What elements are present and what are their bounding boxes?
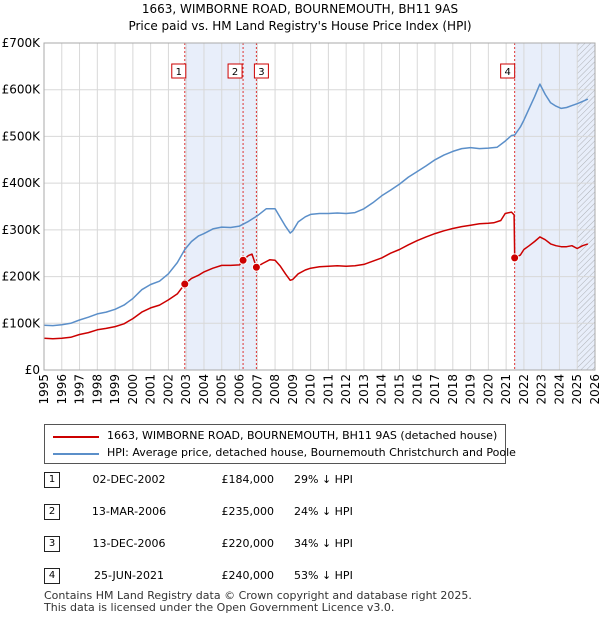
table-row: 4 25-JUN-2021 £240,000 53% ↓ HPI [44,568,464,588]
legend-label-property: 1663, WIMBORNE ROAD, BOURNEMOUTH, BH11 9… [107,429,498,442]
sale-point [238,255,248,265]
x-tick-label: 2005 [215,374,229,405]
transaction-date: 25-JUN-2021 [93,569,165,582]
transaction-number-badge: 1 [44,472,60,488]
price-chart: 1663, WIMBORNE ROAD, BOURNEMOUTH, BH11 9… [2,2,600,405]
x-tick-label: 2011 [321,374,335,405]
x-tick-label: 2026 [588,374,600,405]
legend-label-hpi: HPI: Average price, detached house, Bour… [107,446,516,459]
transaction-number-label: 1 [176,67,182,78]
x-tick-label: 2004 [197,374,211,405]
x-tick-label: 1996 [55,374,69,405]
transaction-date: 13-MAR-2006 [91,505,167,518]
x-tick-label: 1998 [90,374,104,405]
transaction-date: 02-DEC-2002 [92,473,166,486]
x-tick-label: 2001 [144,374,158,405]
hpi-series-line [43,83,589,327]
x-tick-label: 2015 [392,374,406,405]
chart-legend: 1663, WIMBORNE ROAD, BOURNEMOUTH, BH11 9… [44,424,516,464]
transaction-hpi: 24% ↓ HPI [294,505,353,518]
y-tick-label: £400K [2,176,42,190]
transaction-number-box [253,63,269,79]
ownership-period-shade [184,43,257,370]
transaction-price: £184,000 [221,473,275,486]
y-tick-label: £0 [25,363,40,377]
transaction-hpi: 34% ↓ HPI [294,537,353,550]
chart-subtitle: Price paid vs. HM Land Registry's House … [128,19,471,33]
x-tick-label: 2025 [570,374,584,405]
footer-attribution: Contains HM Land Registry data © Crown c… [44,590,472,614]
x-tick-label: 2002 [161,374,175,405]
chart-title: 1663, WIMBORNE ROAD, BOURNEMOUTH, BH11 9… [142,2,458,16]
footer-line: This data is licensed under the Open Gov… [44,601,395,614]
x-tick-label: 2014 [375,374,389,405]
x-tick-label: 2013 [357,374,371,405]
transaction-price: £240,000 [221,569,275,582]
table-row: 3 13-DEC-2006 £220,000 34% ↓ HPI [44,536,464,556]
transaction-hpi: 53% ↓ HPI [294,569,353,582]
transaction-number-box [500,63,516,79]
x-tick-label: 2006 [233,374,247,405]
y-tick-label: £700K [2,36,42,50]
sale-point [510,253,520,263]
transaction-hpi: 29% ↓ HPI [294,473,353,486]
x-tick-label: 2003 [179,374,193,405]
transaction-number-label: 2 [232,67,238,78]
sale-point [251,262,261,272]
x-tick-label: 2000 [126,374,140,405]
x-tick-label: 2024 [552,374,566,405]
transaction-number-label: 4 [504,67,510,78]
transaction-number-box [171,63,187,79]
x-tick-label: 2010 [304,374,318,405]
transaction-date: 13-DEC-2006 [92,537,166,550]
x-tick-label: 2008 [268,374,282,405]
table-row: 1 02-DEC-2002 £184,000 29% ↓ HPI [44,472,464,492]
x-tick-label: 2021 [499,374,513,405]
y-tick-label: £600K [2,83,42,97]
legend-swatch-hpi [53,453,99,455]
transaction-number-box [227,63,243,79]
x-tick-label: 2016 [410,374,424,405]
y-tick-label: £500K [2,129,42,143]
x-tick-label: 1997 [73,374,87,405]
x-tick-label: 2020 [481,374,495,405]
x-tick-label: 2022 [517,374,531,405]
x-tick-label: 2023 [535,374,549,405]
x-tick-label: 2018 [446,374,460,405]
transaction-number-badge: 2 [44,504,60,520]
x-tick-label: 1995 [37,374,51,405]
x-tick-label: 2007 [250,374,264,405]
property-series-line [43,211,589,340]
sale-point [180,279,190,289]
x-tick-label: 2012 [339,374,353,405]
x-tick-label: 2019 [464,374,478,405]
plot-background [44,43,595,370]
plot-frame [43,42,596,371]
table-row: 2 13-MAR-2006 £235,000 24% ↓ HPI [44,504,464,524]
transaction-price: £220,000 [221,537,275,550]
y-tick-label: £200K [2,270,42,284]
transaction-number-badge: 3 [44,536,60,552]
x-tick-label: 1999 [108,374,122,405]
y-tick-label: £100K [2,316,42,330]
footer-line: Contains HM Land Registry data © Crown c… [44,589,472,602]
transaction-number-badge: 4 [44,568,60,584]
projection-hatch [577,43,595,370]
x-tick-label: 2017 [428,374,442,405]
x-tick-label: 2009 [286,374,300,405]
transaction-price: £235,000 [221,505,275,518]
transaction-number-label: 3 [258,67,264,78]
legend-swatch-property [53,436,99,438]
y-tick-label: £300K [2,223,42,237]
